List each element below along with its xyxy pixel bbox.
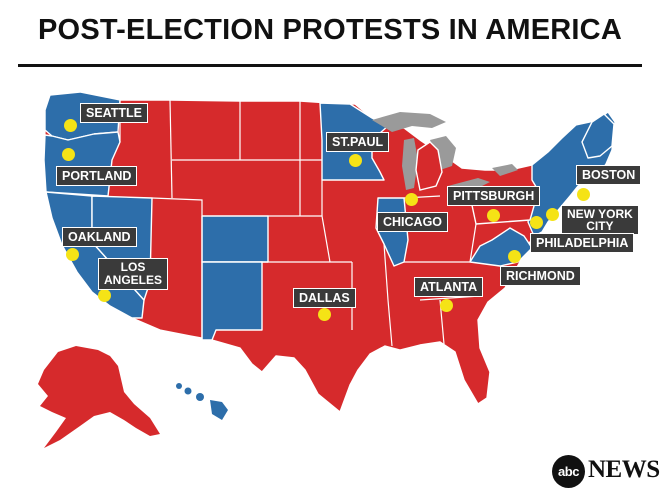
city-label-line: CITY — [586, 219, 614, 233]
city-dot-los-angeles — [98, 289, 111, 302]
city-label-st-paul: ST.PAUL — [326, 132, 390, 152]
city-label-los-angeles: LOS ANGELES — [98, 258, 169, 290]
city-dot-pittsburgh — [487, 209, 500, 222]
city-label-line: LOS — [120, 260, 146, 274]
city-label-oakland: OAKLAND — [62, 227, 137, 247]
city-label-philadelphia: PHILADELPHIA — [530, 233, 635, 253]
colorado-state — [201, 215, 269, 263]
city-dot-richmond — [508, 250, 521, 263]
city-dot-st-paul — [349, 154, 362, 167]
lake-michigan — [402, 138, 418, 190]
city-dot-boston — [577, 188, 590, 201]
lake-huron — [430, 136, 456, 170]
city-label-richmond: RICHMOND — [500, 266, 581, 286]
city-dot-chicago — [405, 193, 418, 206]
oregon-state — [43, 131, 121, 197]
city-label-chicago: CHICAGO — [377, 212, 449, 232]
hawaii-state — [176, 383, 228, 420]
city-dot-atlanta — [440, 299, 453, 312]
city-dot-new-york — [546, 208, 559, 221]
city-dot-philadelphia — [530, 216, 543, 229]
michigan-state — [415, 141, 443, 191]
city-dot-oakland — [66, 248, 79, 261]
page-title: POST-ELECTION PROTESTS IN AMERICA — [38, 14, 622, 46]
title-divider — [18, 64, 642, 67]
city-label-seattle: SEATTLE — [80, 103, 149, 123]
news-wordmark: NEWS — [588, 456, 660, 483]
city-label-pittsburgh: PITTSBURGH — [447, 186, 541, 206]
new-mexico-state — [201, 261, 263, 341]
city-label-line: NEW YORK — [567, 207, 633, 221]
city-label-new-york: NEW YORK CITY — [561, 205, 639, 235]
city-label-dallas: DALLAS — [293, 288, 356, 308]
city-dot-portland — [62, 148, 75, 161]
city-label-line: ANGELES — [104, 273, 163, 287]
lake-ontario — [492, 164, 518, 176]
maine-state — [581, 113, 615, 159]
abc-logo-icon: abc — [552, 455, 585, 488]
alaska-state — [38, 346, 160, 448]
city-label-atlanta: ATLANTA — [414, 277, 484, 297]
lake-superior — [372, 112, 446, 132]
city-label-portland: PORTLAND — [56, 166, 138, 186]
city-dot-seattle — [64, 119, 77, 132]
city-dot-dallas — [318, 308, 331, 321]
city-label-boston: BOSTON — [576, 165, 642, 185]
